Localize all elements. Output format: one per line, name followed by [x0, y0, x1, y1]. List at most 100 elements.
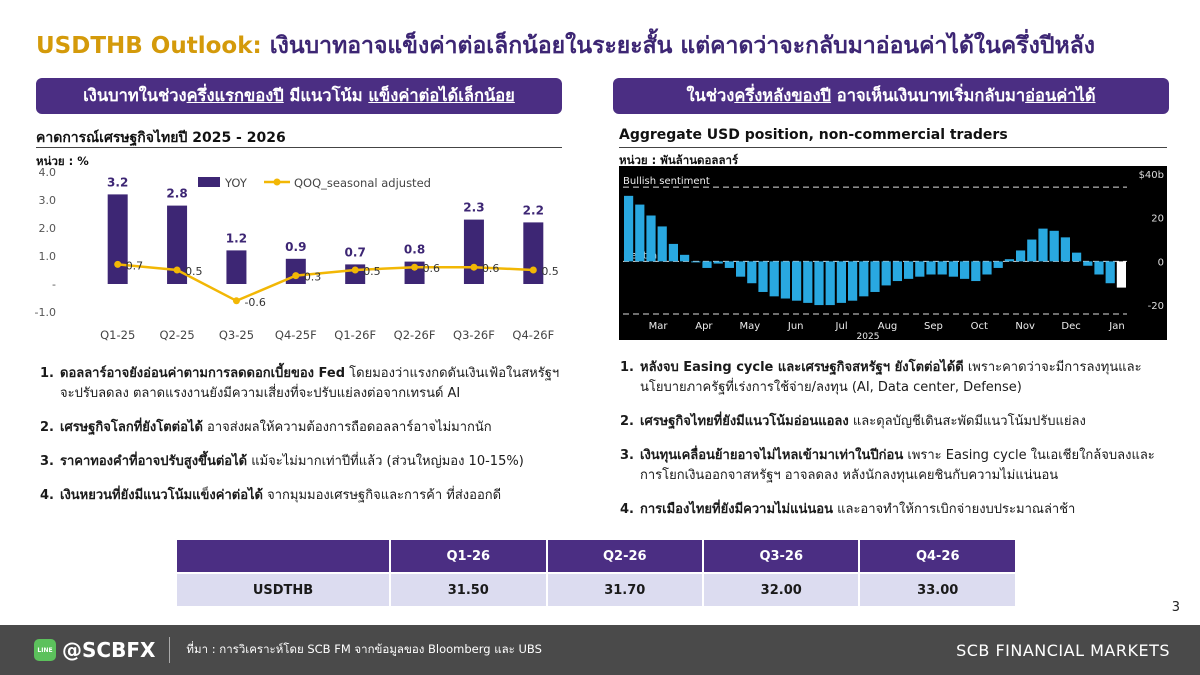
- yoy-data-label: 0.9: [285, 240, 306, 254]
- list-item-text: โดยมองว่าแรงกดดันเงินเฟ้อในสหรัฐฯ จะปรับ…: [60, 366, 560, 401]
- gdp-forecast-chart: 4.0 3.0 2.0 1.0 - -1.0 3.2 2.8 1.2 0.9 0.7 0.8 2.3 2.…: [35, 166, 559, 342]
- qoq-data-label: 0.6: [423, 262, 441, 275]
- footer-bar: LINE @SCBFX ที่มา : การวิเคราะห์โดย SCB …: [0, 625, 1200, 675]
- x-tick-label: Jan: [1108, 321, 1124, 332]
- right-points-list: 1. หลังจบ Easing cycle และเศรษฐกิจสหรัฐฯ …: [620, 358, 1175, 534]
- position-bar: [971, 261, 981, 282]
- y-tick-label: 20: [1151, 214, 1164, 225]
- left-chart-unit: หน่วย : %: [36, 154, 89, 168]
- x-tick-label: Q1-26F: [334, 328, 376, 342]
- list-item-text: และอาจทำให้การเบิกจ่ายงบประมาณล่าช้า: [832, 502, 1076, 517]
- year-label: 2025: [857, 332, 880, 340]
- qoq-data-label: 0.5: [185, 265, 203, 278]
- y-tick-label: -1.0: [35, 306, 56, 319]
- x-tick-label: Mar: [649, 321, 669, 332]
- y-tick-label: -: [52, 278, 56, 291]
- legend-label-qoq: QOQ_seasonal adjusted: [294, 176, 431, 190]
- list-item: 3. เงินทุนเคลื่อนย้ายอาจไม่ไหลเข้ามาเท่าใ…: [620, 446, 1175, 486]
- qoq-point: [173, 266, 181, 274]
- position-bar: [668, 243, 678, 262]
- x-tick-label: Apr: [695, 321, 713, 332]
- list-item: 2. เศรษฐกิจโลกที่ยังโตต่อได้ อาจส่งผลให้ค…: [40, 418, 570, 438]
- list-item-number: 1.: [620, 360, 634, 375]
- list-item-heading: เศรษฐกิจไทยที่ยังมีแนวโน้มอ่อนแอลง: [640, 414, 849, 429]
- yoy-bar: [107, 194, 128, 284]
- position-bar: [1027, 239, 1037, 262]
- list-item: 4. เงินหยวนที่ยังมีแนวโน้มแข็งค่าต่อได้ จ…: [40, 486, 570, 506]
- yoy-bar: [226, 250, 247, 284]
- x-tick-label: Oct: [971, 321, 988, 332]
- left-banner-part3: มีแนวโน้ม: [283, 86, 363, 105]
- left-banner-part1: เงินบาทในช่วง: [83, 86, 187, 105]
- x-tick-label: Jul: [835, 321, 848, 332]
- table-header-cell: Q2-26: [545, 538, 705, 574]
- position-bar: [982, 261, 992, 275]
- position-bar: [960, 261, 970, 279]
- yoy-bar: [463, 219, 484, 284]
- yoy-data-label: 2.3: [463, 201, 484, 215]
- yoy-bar: [167, 205, 188, 284]
- position-bar: [691, 261, 701, 263]
- table-header-cell: Q1-26: [389, 538, 548, 574]
- qoq-data-label: 0.3: [304, 271, 322, 284]
- right-banner-part3: อาจเห็นเงินบาทเริ่มกลับมา: [831, 86, 1026, 105]
- table-header-row: Q1-26 Q2-26 Q3-26 Q4-26: [174, 538, 1017, 574]
- list-item-text: เพราะคาดว่าจะมีการลงทุนและนโยบายภาครัฐที…: [640, 360, 1142, 395]
- x-tick-label: Q4-25F: [275, 328, 317, 342]
- list-item-text: และดุลบัญชีเดินสะพัดมีแนวโน้มปรับแย่ลง: [848, 414, 1086, 429]
- social-handle[interactable]: @SCBFX: [62, 638, 156, 662]
- qoq-data-label: 0.6: [482, 262, 500, 275]
- table-cell: 33.00: [858, 572, 1017, 608]
- annotation-bullish: Bullish sentiment: [623, 176, 710, 187]
- qoq-data-label: 0.7: [126, 259, 144, 272]
- position-bar: [624, 195, 634, 262]
- position-bar: [836, 261, 846, 303]
- list-item-heading: ดอลลาร์อาจยังอ่อนค่าตามการลดดอกเบี้ยของ …: [60, 366, 346, 381]
- position-bar: [915, 261, 925, 277]
- footer-divider: [169, 637, 171, 663]
- position-bar: [881, 261, 891, 286]
- position-bar: [635, 204, 645, 262]
- position-bar: [848, 261, 858, 301]
- position-bar: [993, 261, 1003, 268]
- line-app-icon[interactable]: LINE: [34, 639, 56, 661]
- list-item-text: แม้จะไม่มากเท่าปีที่แล้ว (ส่วนใหญ่มอง 10…: [247, 454, 524, 469]
- left-banner: เงินบาทในช่วง ครึ่งแรกของปี มีแนวโน้ม แข็…: [36, 78, 562, 114]
- position-bar: [646, 215, 656, 262]
- position-bar: [713, 261, 723, 264]
- right-title-rule: [619, 147, 1167, 148]
- qoq-point: [232, 297, 240, 305]
- yoy-data-label: 0.8: [404, 243, 425, 257]
- y-tick-label: -20: [1148, 301, 1164, 312]
- usdthb-forecast-table: Q1-26 Q2-26 Q3-26 Q4-26 USDTHB 31.50 31.…: [174, 538, 1017, 608]
- qoq-data-label: 0.5: [541, 265, 559, 278]
- title-accent: USDTHB Outlook:: [36, 33, 262, 59]
- position-bar: [758, 261, 768, 292]
- table-cell: 32.00: [701, 572, 861, 608]
- list-item-heading: การเมืองไทยที่ยังมีความไม่แน่นอน: [640, 502, 833, 517]
- legend-label-yoy: YOY: [224, 176, 248, 190]
- position-bar: [948, 261, 958, 277]
- x-tick-label: Aug: [878, 321, 898, 332]
- y-tick-label: 4.0: [39, 166, 57, 179]
- position-bar: [1083, 261, 1093, 266]
- list-item-number: 2.: [620, 414, 634, 429]
- yoy-bar: [523, 222, 544, 284]
- right-banner-part4: อ่อนค่าได้: [1025, 86, 1096, 105]
- position-bar: [724, 261, 734, 268]
- source-note: ที่มา : การวิเคราะห์โดย SCB FM จากข้อมูล…: [186, 642, 542, 656]
- x-tick-label: Q2-26F: [394, 328, 436, 342]
- position-bar: [937, 261, 947, 275]
- table-cell: 31.50: [389, 572, 548, 608]
- left-chart-title: คาดการณ์เศรษฐกิจไทยปี 2025 - 2026: [36, 130, 286, 146]
- y-tick-label: 2.0: [39, 222, 57, 235]
- list-item-number: 4.: [40, 488, 54, 503]
- list-item-heading: หลังจบ Easing cycle และเศรษฐกิจสหรัฐฯ ยั…: [640, 360, 964, 375]
- position-bar: [736, 261, 746, 277]
- qoq-point: [529, 266, 537, 274]
- position-bar: [792, 261, 802, 301]
- position-bar: [870, 261, 880, 292]
- list-item: 3. ราคาทองคำที่อาจปรับสูงขึ้นต่อได้ แม้จะ…: [40, 452, 570, 472]
- qoq-data-label: -0.6: [244, 296, 265, 309]
- yoy-data-label: 0.7: [345, 245, 366, 259]
